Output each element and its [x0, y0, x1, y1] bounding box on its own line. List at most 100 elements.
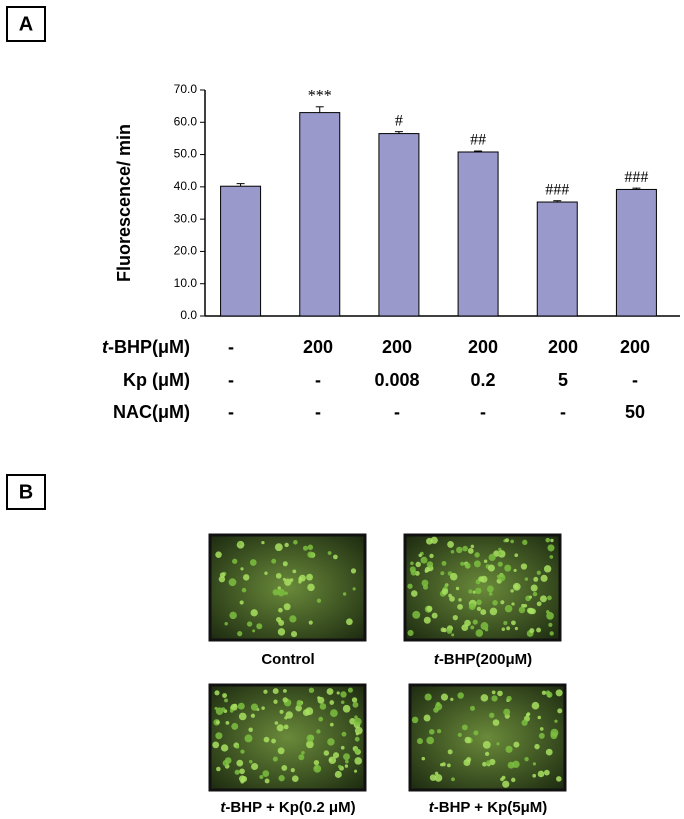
cell	[503, 708, 511, 716]
cell	[437, 729, 442, 734]
image-caption: t-BHP(200μM)	[434, 651, 532, 668]
cell	[514, 626, 518, 631]
cell	[524, 577, 529, 581]
cell	[546, 610, 550, 614]
cell	[506, 695, 512, 702]
cell	[500, 600, 505, 605]
cell	[232, 558, 238, 564]
cell	[529, 628, 535, 634]
cell	[291, 775, 299, 783]
cell	[548, 622, 553, 627]
cell	[447, 541, 454, 548]
cell	[239, 768, 245, 775]
cell	[550, 538, 554, 543]
micrograph	[208, 533, 367, 642]
cell	[456, 546, 463, 554]
panel-label: A	[19, 13, 33, 35]
cell	[534, 743, 540, 750]
row-cell: -	[394, 402, 400, 422]
cell	[318, 716, 324, 722]
cell	[220, 744, 229, 752]
cell	[289, 615, 297, 623]
cell	[277, 747, 285, 755]
cell	[431, 612, 438, 619]
cell	[317, 696, 321, 700]
cell	[426, 561, 434, 568]
cell	[308, 620, 313, 625]
cell	[242, 574, 250, 581]
bar	[536, 201, 578, 317]
cell	[423, 616, 431, 624]
cell	[296, 700, 302, 705]
cell	[462, 545, 468, 552]
cell	[215, 707, 224, 715]
cell	[470, 544, 475, 549]
cell	[533, 576, 539, 582]
cell	[407, 583, 413, 589]
bar	[615, 188, 657, 317]
cell	[285, 711, 293, 719]
cell	[224, 698, 229, 703]
cell	[224, 621, 228, 626]
cell	[473, 560, 481, 568]
cell	[319, 703, 327, 710]
cell	[354, 757, 362, 765]
cell	[532, 773, 537, 778]
cell	[231, 722, 239, 730]
cell	[354, 769, 358, 773]
bar	[220, 185, 262, 317]
cell	[506, 626, 511, 631]
cell	[465, 757, 472, 763]
cell	[418, 553, 422, 558]
row-cell: -	[480, 402, 486, 422]
y-tick-label: 40.0	[174, 179, 198, 193]
cell	[455, 586, 460, 591]
cell	[283, 724, 289, 730]
cell	[271, 558, 277, 564]
cell	[457, 603, 463, 610]
cell	[222, 693, 228, 698]
cell	[547, 544, 555, 552]
cell	[354, 748, 360, 754]
cell	[513, 568, 517, 572]
cell	[212, 741, 220, 749]
cell	[314, 765, 318, 770]
cell	[464, 619, 471, 627]
row-cell: 200	[468, 337, 498, 357]
row-cell: -	[228, 337, 234, 357]
cell	[488, 592, 493, 596]
cell	[239, 600, 244, 605]
cell	[278, 619, 285, 626]
row-label: Kp (μM)	[123, 370, 190, 390]
cell	[279, 709, 284, 714]
cell	[538, 732, 545, 739]
cell	[518, 606, 526, 614]
cell	[434, 774, 443, 782]
cell	[428, 729, 435, 735]
cell	[340, 691, 347, 698]
cell	[229, 709, 234, 713]
cell	[410, 561, 414, 566]
cell	[468, 589, 473, 594]
row-cell: -	[632, 370, 638, 390]
row-cell: -	[228, 402, 234, 422]
cell	[460, 561, 465, 566]
cell	[464, 736, 472, 744]
cell	[536, 627, 542, 633]
cell	[528, 595, 533, 599]
cell	[236, 759, 244, 767]
y-tick-label: 0.0	[180, 308, 197, 322]
cell	[327, 738, 335, 746]
cell	[476, 599, 482, 606]
cell	[510, 777, 516, 783]
cell	[429, 774, 437, 781]
cell	[281, 764, 288, 771]
cell	[329, 722, 334, 727]
cell	[332, 752, 340, 759]
cell	[512, 582, 521, 591]
cell	[340, 745, 345, 750]
cell	[215, 720, 220, 725]
cell	[252, 629, 256, 633]
